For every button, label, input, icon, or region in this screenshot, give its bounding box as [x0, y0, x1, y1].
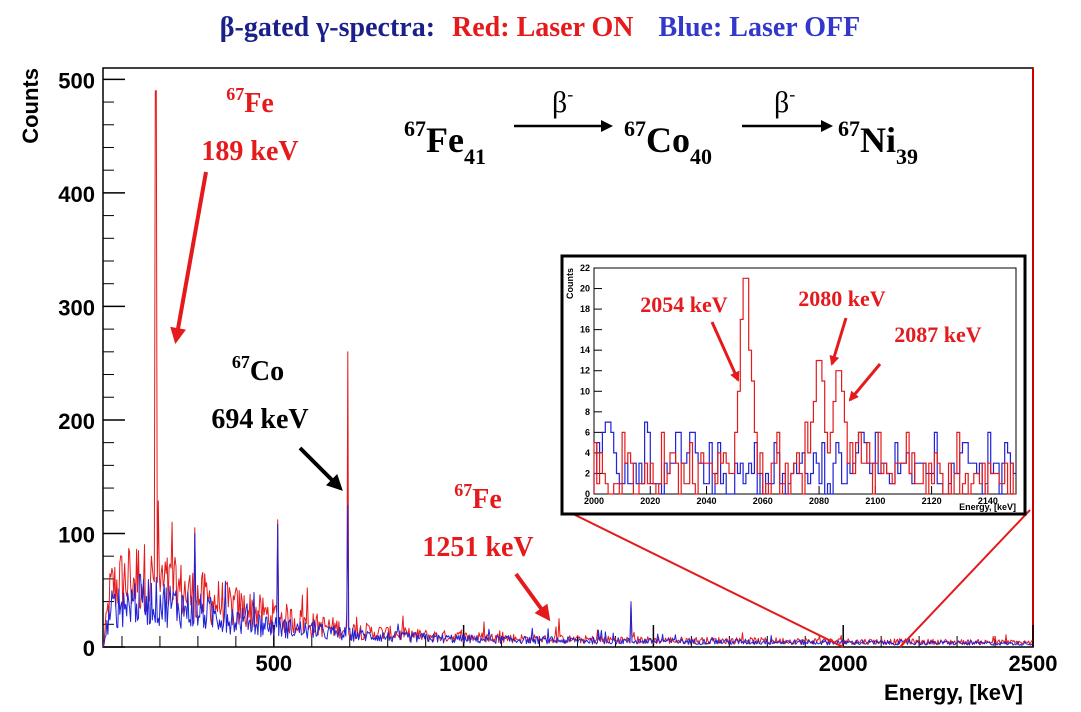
decay-chain: 67Fe41 β- 67Co40 β- 67Ni39 — [404, 84, 918, 169]
decay-co: 67Co40 — [624, 116, 712, 169]
inset-y-tick-label: 8 — [585, 407, 590, 417]
zoom-connector-left — [564, 509, 844, 648]
inset-arrow-2054 — [710, 321, 740, 382]
inset-arrow-2080 — [829, 317, 848, 366]
svg-text:694 keV: 694 keV — [211, 404, 308, 435]
main-y-tick-label: 500 — [58, 68, 95, 93]
inset-x-tick-label: 2120 — [922, 496, 942, 506]
main-y-tick-label: 300 — [58, 295, 95, 320]
inset-x-tick-label: 2100 — [865, 496, 885, 506]
inset-y-tick-label: 0 — [585, 489, 590, 499]
header-red-label: Red: Laser ON — [452, 12, 633, 43]
main-y-tick-label: 0 — [83, 636, 95, 661]
inset-y-tick-label: 22 — [580, 263, 590, 273]
inset-y-tick-label: 4 — [585, 448, 590, 458]
decay-fe: 67Fe41 — [404, 116, 486, 169]
inset-y-tick-label: 18 — [580, 304, 590, 314]
inset-annotation-2087: 2087 keV — [894, 322, 982, 347]
header-prefix: β-gated γ-spectra: — [220, 12, 435, 43]
main-x-tick-label: 1500 — [629, 651, 678, 676]
inset-y-tick-label: 6 — [585, 427, 590, 437]
main-x-axis-label: Energy, [keV] — [884, 680, 1023, 705]
inset-y-axis-label: Counts — [565, 268, 575, 299]
main-series-group — [102, 90, 1034, 648]
inset-x-tick-label: 2040 — [697, 496, 717, 506]
svg-text:67Fe: 67Fe — [454, 480, 502, 515]
decay-arrow-2-label: β- — [774, 84, 795, 119]
inset-x-tick-label: 2020 — [640, 496, 660, 506]
header-blue-label: Blue: Laser OFF — [659, 12, 861, 43]
decay-ni: 67Ni39 — [838, 116, 918, 169]
annotation-fe-1251: 67Fe 1251 keV — [422, 480, 551, 622]
svg-text:1251 keV: 1251 keV — [422, 532, 533, 563]
inset-annotation-2080: 2080 keV — [798, 286, 886, 311]
figure-header: β-gated γ-spectra: Red: Laser ON Blue: L… — [220, 12, 860, 43]
inset-zoom-plot: 0 2 4 6 8 10 12 14 16 18 20 22 2000 2020 2040 2060 2080 2… — [560, 254, 1027, 516]
main-x-tick-label: 2000 — [819, 651, 868, 676]
inset-series-group — [593, 277, 1016, 495]
main-x-tick-label: 2500 — [1009, 651, 1058, 676]
series-laser-off-line — [102, 504, 1034, 648]
inset-x-axis-label: Energy, [keV] — [959, 502, 1016, 512]
main-y-axis-label: Counts — [18, 68, 43, 144]
main-y-tick-label: 200 — [58, 409, 95, 434]
svg-text:189 keV: 189 keV — [201, 136, 298, 167]
main-x-tick-label: 1000 — [439, 651, 488, 676]
inset-y-tick-label: 12 — [580, 366, 590, 376]
annotation-fe-189: 67Fe 189 keV — [170, 84, 299, 344]
main-y-tick-label: 100 — [58, 522, 95, 547]
inset-y-tick-label: 10 — [580, 386, 590, 396]
inset-y-tick-label: 20 — [580, 284, 590, 294]
annotation-co-694: 67Co 694 keV — [211, 352, 343, 491]
decay-arrow-1-label: β- — [552, 84, 573, 119]
svg-text:67Fe: 67Fe — [226, 84, 274, 119]
zoom-connector-right — [899, 509, 1031, 648]
main-y-tick-label: 400 — [58, 182, 95, 207]
svg-text:67Co: 67Co — [232, 352, 284, 387]
main-x-tick-label: 500 — [255, 651, 292, 676]
inset-annotation-2054: 2054 keV — [640, 292, 728, 317]
inset-x-tick-label: 2060 — [753, 496, 773, 506]
inset-x-tick-label: 2000 — [584, 496, 604, 506]
inset-x-tick-label: 2140 — [978, 496, 998, 506]
inset-outer-frame — [560, 254, 1027, 516]
inset-x-tick-label: 2080 — [809, 496, 829, 506]
inset-arrow-2087 — [848, 363, 882, 402]
inset-y-tick-label: 2 — [585, 468, 590, 478]
inset-y-tick-label: 16 — [580, 325, 590, 335]
inset-series-laser-on-line — [593, 277, 1016, 495]
inset-y-tick-label: 14 — [580, 345, 590, 355]
